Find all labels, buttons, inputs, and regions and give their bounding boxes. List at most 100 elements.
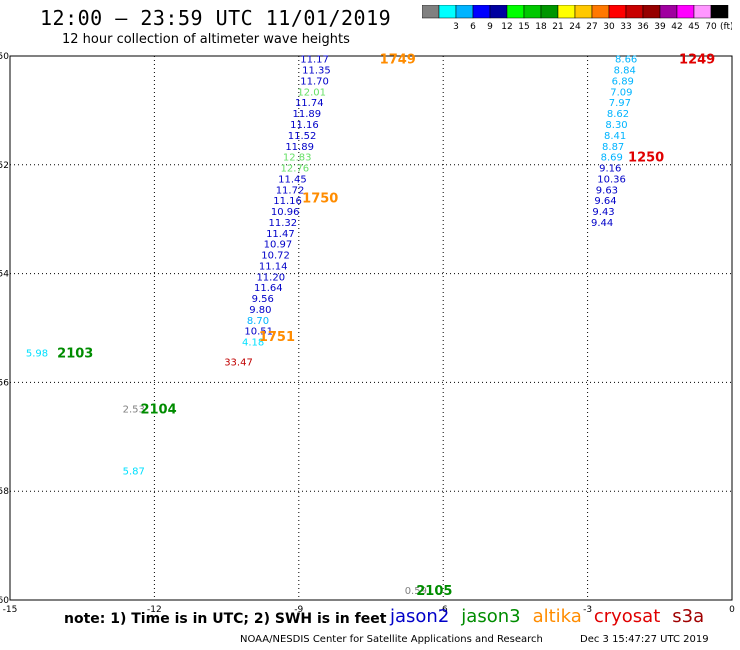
wave-height-label: 6.89 (612, 76, 634, 87)
legend-tick-label: 15 (518, 22, 529, 32)
wave-height-label: 8.84 (614, 66, 636, 77)
y-tick-label: -56 (0, 378, 9, 388)
pass-time-label: 2105 (416, 584, 452, 599)
wave-height-label: 4.18 (242, 338, 264, 349)
satellite-s3a: s3a (672, 606, 705, 627)
wave-height-label: 9.56 (252, 294, 274, 305)
legend-tick-label: 18 (535, 22, 547, 32)
wave-height-label: 8.87 (602, 142, 624, 153)
x-tick-label: 0 (729, 605, 735, 615)
pass-time-label: 2104 (140, 403, 176, 418)
wave-height-label: 9.16 (599, 164, 621, 175)
wave-height-label: 9.80 (249, 305, 271, 316)
wave-height-label: 12.83 (283, 153, 312, 164)
wave-height-label: 11.64 (254, 283, 283, 294)
wave-height-label: 10.72 (261, 251, 290, 262)
legend-tick-label: 27 (586, 22, 597, 32)
x-tick-label: -12 (147, 605, 162, 615)
satellite-altika: altika (532, 606, 582, 627)
legend-tick-label: 42 (671, 22, 682, 32)
x-tick-label: -3 (583, 605, 592, 615)
y-tick-label: -60 (0, 596, 9, 606)
pass-time-label: 1250 (628, 151, 664, 166)
pass-time-label: 1751 (259, 330, 295, 345)
wave-height-label: 10.36 (597, 174, 626, 185)
legend-tick-label: 12 (501, 22, 512, 32)
legend-tick-label: 9 (487, 22, 493, 32)
wave-height-label: 11.14 (259, 261, 288, 272)
legend-tick-label: 24 (569, 22, 581, 32)
wave-height-label: 0.59 (405, 586, 427, 597)
chart-subtitle: 12 hour collection of altimeter wave hei… (62, 32, 350, 47)
x-tick-label: -6 (439, 605, 448, 615)
wave-height-label: 11.35 (302, 66, 331, 77)
y-tick-label: -52 (0, 161, 9, 171)
legend-tick-label: 21 (552, 22, 563, 32)
wave-height-label: 8.66 (615, 55, 637, 66)
wave-height-label: 8.62 (607, 109, 629, 120)
y-tick-label: -54 (0, 270, 9, 280)
wave-height-label: 11.72 (276, 185, 305, 196)
wave-height-label: 10.96 (271, 207, 300, 218)
x-tick-label: -15 (3, 605, 18, 615)
wave-height-label: 8.70 (247, 316, 269, 327)
wave-height-label: 10.51 (244, 327, 273, 338)
credit-line: NOAA/NESDIS Center for Satellite Applica… (240, 634, 543, 645)
chart-title: 12:00 – 23:59 UTC 11/01/2019 (40, 6, 392, 30)
legend-tick-label: 39 (654, 22, 666, 32)
wave-height-label: 11.20 (256, 272, 285, 283)
x-tick-label: -9 (294, 605, 303, 615)
legend-tick-label: 6 (470, 22, 476, 32)
wave-height-label: 11.32 (268, 218, 297, 229)
wave-height-label: 11.16 (290, 120, 319, 131)
legend-tick-label: 33 (620, 22, 631, 32)
wave-height-label: 11.47 (266, 229, 295, 240)
legend-tick-label: 3 (453, 22, 459, 32)
wave-height-label: 11.70 (300, 76, 329, 87)
wave-height-label: 9.43 (592, 207, 614, 218)
wave-height-label: 11.16 (273, 196, 302, 207)
wave-height-label: 33.47 (224, 358, 253, 369)
legend-unit: (ft) (720, 22, 732, 32)
pass-time-label: 1749 (380, 53, 416, 68)
wave-height-label: 9.44 (591, 218, 613, 229)
wave-height-label: 8.69 (601, 153, 623, 164)
wave-height-label: 7.97 (609, 98, 631, 109)
y-tick-label: -50 (0, 52, 9, 62)
map-frame (9, 55, 733, 601)
legend-tick-label: 70 (705, 22, 717, 32)
wave-height-label: 7.09 (610, 87, 632, 98)
satellite-cryosat: cryosat (593, 606, 661, 627)
legend-swatch (710, 5, 729, 19)
wave-height-label: 11.52 (288, 131, 317, 142)
wave-height-label: 8.41 (604, 131, 626, 142)
pass-time-label: 1750 (302, 191, 338, 206)
wave-height-label: 11.89 (293, 109, 322, 120)
generation-timestamp: Dec 3 15:47:27 UTC 2019 (580, 634, 709, 645)
satellite-jason3: jason3 (461, 606, 521, 627)
y-tick-label: -58 (0, 487, 9, 497)
wave-height-label: 11.45 (278, 174, 307, 185)
wave-height-label: 11.74 (295, 98, 324, 109)
wave-height-label: 9.63 (596, 185, 618, 196)
wave-height-label: 12.01 (297, 87, 326, 98)
wave-height-label: 12.76 (281, 164, 310, 175)
legend-tick-label: 30 (603, 22, 615, 32)
wave-height-label: 5.98 (26, 348, 48, 359)
legend-tick-label: 36 (637, 22, 649, 32)
legend-tick-label: 45 (688, 22, 699, 32)
wave-height-label: 8.30 (605, 120, 627, 131)
wave-height-label: 11.89 (285, 142, 314, 153)
satellite-key: jason2 jason3 altika cryosat s3a (390, 606, 716, 627)
wave-height-label: 10.97 (264, 240, 293, 251)
wave-height-label: 2.53 (123, 405, 145, 416)
pass-time-label: 2103 (57, 346, 93, 361)
pass-time-label: 1249 (679, 53, 715, 68)
wave-height-label: 11.17 (300, 55, 329, 66)
satellite-jason2: jason2 (390, 606, 450, 627)
footnote: note: 1) Time is in UTC; 2) SWH is in fe… (64, 611, 387, 627)
wave-height-label: 5.87 (123, 467, 145, 478)
wave-height-label: 9.64 (594, 196, 616, 207)
